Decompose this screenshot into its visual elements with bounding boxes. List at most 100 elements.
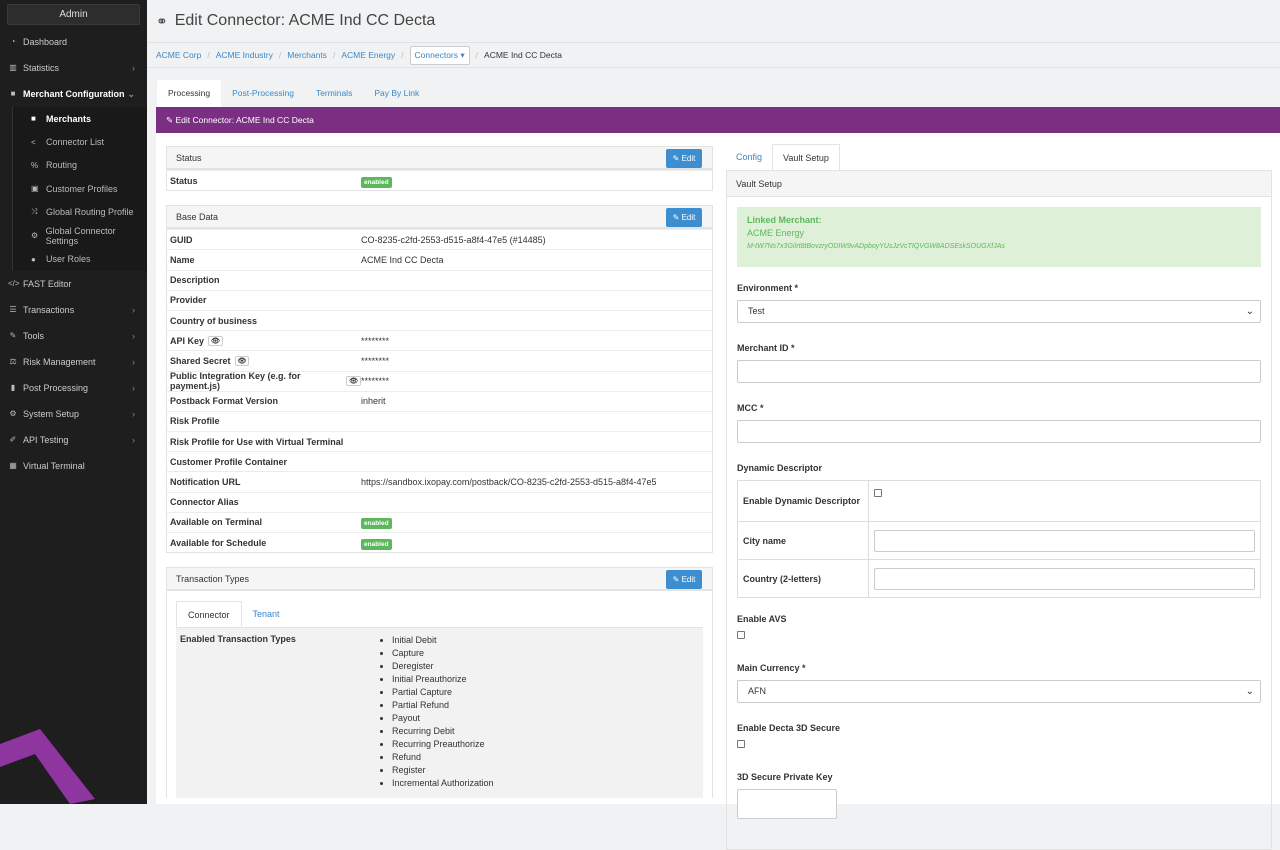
edit-button[interactable]: ✎ Edit: [666, 208, 702, 228]
enable-avs-checkbox[interactable]: [737, 631, 745, 639]
nav-customer-profiles[interactable]: ▣ Customer Profiles: [31, 177, 147, 200]
nav-merchant-configuration[interactable]: ■ Merchant Configuration ⌄: [0, 81, 147, 107]
nav-system-setup[interactable]: ⚙ System Setup ›: [0, 401, 147, 427]
table-row: Provider: [167, 289, 712, 310]
briefcase-icon: ■: [31, 114, 36, 124]
nav-label: User Roles: [46, 254, 91, 265]
nav-label: Dashboard: [23, 37, 68, 47]
row-label: Enable Dynamic Descriptor: [738, 481, 869, 521]
list-item: Recurring Debit: [392, 725, 494, 738]
table-row: Country of business: [167, 309, 712, 330]
nav-risk-management[interactable]: ⚖ Risk Management ›: [0, 349, 147, 375]
nav-transactions[interactable]: ☰ Transactions ›: [0, 297, 147, 323]
section-bar: ✎ Edit Connector: ACME Ind CC Decta: [156, 107, 1280, 133]
nav-label: Merchant Configuration: [23, 89, 125, 99]
breadcrumb-link[interactable]: ACME Corp: [156, 50, 202, 60]
row-label: Status: [170, 175, 198, 186]
field-label: Enable AVS: [737, 614, 787, 624]
breadcrumb-link[interactable]: ACME Industry: [215, 50, 273, 60]
nav-routing[interactable]: % Routing: [31, 154, 147, 177]
city-name-input[interactable]: [874, 529, 1255, 552]
tab-vault-setup[interactable]: Vault Setup: [772, 144, 840, 170]
eye-icon[interactable]: 👁: [234, 355, 250, 366]
row-label: Country (2-letters): [738, 560, 869, 597]
breadcrumb-link[interactable]: Merchants: [287, 50, 327, 60]
row-label: Notification URL: [170, 477, 241, 488]
table-row: Shared Secret 👁 ********: [167, 350, 712, 370]
nav-tools[interactable]: ✎ Tools ›: [0, 323, 147, 349]
tab-tenant[interactable]: Tenant: [252, 609, 280, 620]
contact-icon: ▣: [31, 184, 39, 194]
enable-3d-secure-checkbox[interactable]: [737, 740, 745, 748]
environment-select[interactable]: Test ⌄: [737, 300, 1261, 323]
eye-icon[interactable]: 👁: [208, 335, 223, 346]
list-item: Initial Debit: [392, 634, 494, 647]
country-input[interactable]: [874, 567, 1255, 590]
merchant-id-input[interactable]: [737, 360, 1261, 383]
page-title: Edit Connector: ACME Ind CC Decta: [174, 12, 436, 29]
edit-button[interactable]: ✎ Edit: [666, 570, 702, 590]
admin-button[interactable]: Admin: [7, 4, 140, 25]
nav-global-routing-profile[interactable]: ⤨ Global Routing Profile: [31, 201, 147, 224]
linked-label: Linked Merchant:: [747, 215, 822, 225]
tab-terminals[interactable]: Terminals: [315, 88, 353, 98]
table-row: Description: [167, 269, 712, 290]
submenu: ■ Merchants < Connector List % Routing ▣ Cus…: [12, 107, 147, 271]
edit-label: Edit: [681, 575, 696, 585]
nav-merchants[interactable]: ■ Merchants: [31, 107, 147, 130]
nav-global-connector-settings[interactable]: ⚙ Global Connector Settings: [31, 224, 147, 247]
row-label: Risk Profile for Use with Virtual Termin…: [170, 436, 344, 447]
row-value: inherit: [361, 396, 386, 407]
nav-label: Routing: [46, 160, 78, 171]
nav-fast-editor[interactable]: </> FAST Editor: [0, 271, 147, 297]
chevron-right-icon: ›: [132, 330, 135, 341]
nav-dashboard[interactable]: ◔ Dashboard: [0, 29, 147, 55]
currency-select[interactable]: AFN ⌄: [737, 680, 1261, 703]
tab-config[interactable]: Config: [736, 152, 763, 162]
table-row: API Key 👁 ********: [167, 330, 712, 350]
table-row: Connector Alias: [167, 491, 712, 512]
breadcrumb-link[interactable]: ACME Energy: [341, 50, 396, 60]
nav-virtual-terminal[interactable]: ▦ Virtual Terminal: [0, 453, 147, 479]
chevron-right-icon: ›: [132, 356, 135, 367]
table-row: Postback Format Version inherit: [167, 390, 712, 411]
tab-pay-by-link[interactable]: Pay By Link: [374, 88, 420, 98]
wrench-icon: ✎: [9, 330, 17, 340]
nav-connector-list[interactable]: < Connector List: [31, 130, 147, 153]
list-item: Partial Refund: [392, 699, 494, 712]
nav-user-roles[interactable]: ● User Roles: [31, 247, 147, 270]
list-item: Deregister: [392, 660, 494, 673]
link-icon: %: [31, 160, 39, 170]
nav-label: Connector List: [46, 137, 105, 148]
row-label: Available for Schedule: [170, 537, 267, 548]
edit-button[interactable]: ✎ Edit: [666, 149, 702, 168]
row-value: https://sandbox.ixopay.com/postback/CO-8…: [361, 477, 657, 488]
table-row: Available for Schedule enabled: [167, 532, 712, 552]
tab-processing[interactable]: Processing: [157, 80, 222, 107]
tab-connector[interactable]: Connector: [176, 601, 242, 628]
brand-decoration: [0, 729, 95, 804]
dropdown-label: Connectors: [414, 49, 459, 60]
code-icon: </>: [8, 278, 20, 288]
chevron-down-icon: ⌄: [1245, 306, 1254, 317]
eye-icon[interactable]: 👁: [346, 376, 361, 387]
nav-label: Virtual Terminal: [23, 460, 85, 471]
scale-icon: ⚖: [9, 356, 17, 366]
field-label: Merchant ID *: [737, 343, 795, 353]
field-label: Enable Decta 3D Secure: [737, 723, 841, 733]
nav-api-testing[interactable]: ✐ API Testing ›: [0, 427, 147, 453]
select-value: AFN: [748, 686, 766, 696]
mcc-input[interactable]: [737, 420, 1261, 443]
list-item: Incremental Authorization: [392, 777, 494, 790]
list-item: Partial Capture: [392, 686, 494, 699]
connectors-dropdown[interactable]: Connectors ▾: [409, 45, 470, 65]
nav-label: Tools: [23, 330, 45, 341]
enable-dynamic-descriptor-checkbox[interactable]: [874, 489, 882, 497]
private-key-textarea[interactable]: [737, 789, 837, 819]
table-row: Notification URL https://sandbox.ixopay.c…: [167, 471, 712, 491]
panel-title: Base Data: [176, 211, 219, 222]
nav-post-processing[interactable]: ▮ Post Processing ›: [0, 375, 147, 401]
edit-icon: ✎: [166, 115, 176, 125]
tab-post-processing[interactable]: Post-Processing: [232, 88, 294, 98]
nav-statistics[interactable]: ▥ Statistics ›: [0, 55, 147, 81]
